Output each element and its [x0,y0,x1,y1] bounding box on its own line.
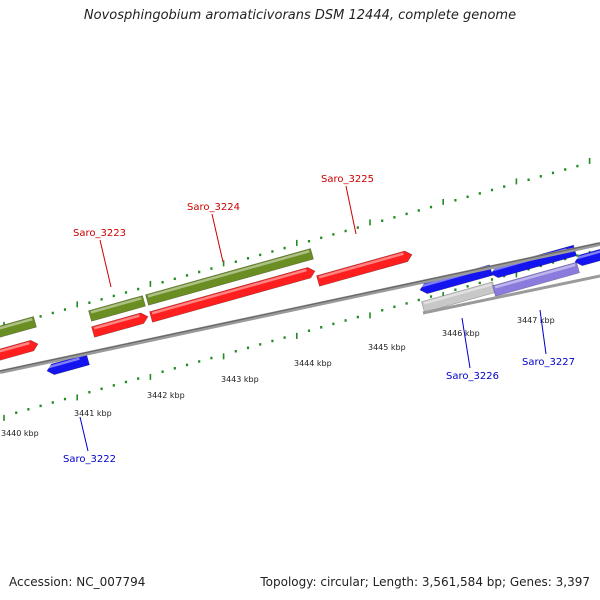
gene-label-leader [539,309,547,355]
scale-label: 3440 kbp [1,429,39,438]
gene-red-saro-3223 [91,312,149,338]
gene-green-saro-3224 [145,248,314,306]
gene-label-leader [345,185,357,235]
gene-label: Saro_3226 [446,371,499,382]
gene-label: Saro_3223 [73,228,126,239]
scale-label: 3443 kbp [221,375,259,384]
gene-blue-3 [574,246,600,266]
gene-label: Saro_3222 [63,454,116,465]
label-layer: 3440 kbp 3441 kbp 3442 kbp 3443 kbp 3444 kbp… [1,174,575,465]
gene-label: Saro_3225 [321,174,374,185]
gene-green-saro-3223 [88,295,146,322]
gene-label-leader [211,213,224,263]
gene-label-leader [461,317,471,369]
gene-label-leader [99,239,112,288]
gene-red-saro-3224 [149,267,316,323]
scale-label: 3442 kbp [147,391,185,400]
gene-red-saro-3225 [316,250,413,287]
gene-label: Saro_3224 [187,202,240,213]
scale-label: 3445 kbp [368,343,406,352]
genome-title: Novosphingobium aromaticivorans DSM 1244… [83,8,517,23]
backbone-track [0,242,600,374]
scale-label: 3444 kbp [294,359,332,368]
scale-label: 3447 kbp [517,316,555,325]
scale-label: 3446 kbp [442,329,480,338]
outer-tick-track [3,157,591,328]
backbone-line [0,242,600,374]
gene-label-leader [79,416,89,452]
backbone-edge [0,242,600,372]
scale-label: 3441 kbp [74,409,112,418]
backbone-line [422,274,600,315]
gene-red-1 [0,339,39,362]
accession-text: Accession: NC_007794 [9,575,146,589]
genome-info-text: Topology: circular; Length: 3,561,584 bp… [260,575,590,589]
gene-green-1 [0,316,37,339]
gene-label: Saro_3227 [522,357,575,368]
gene-purple [492,261,580,297]
